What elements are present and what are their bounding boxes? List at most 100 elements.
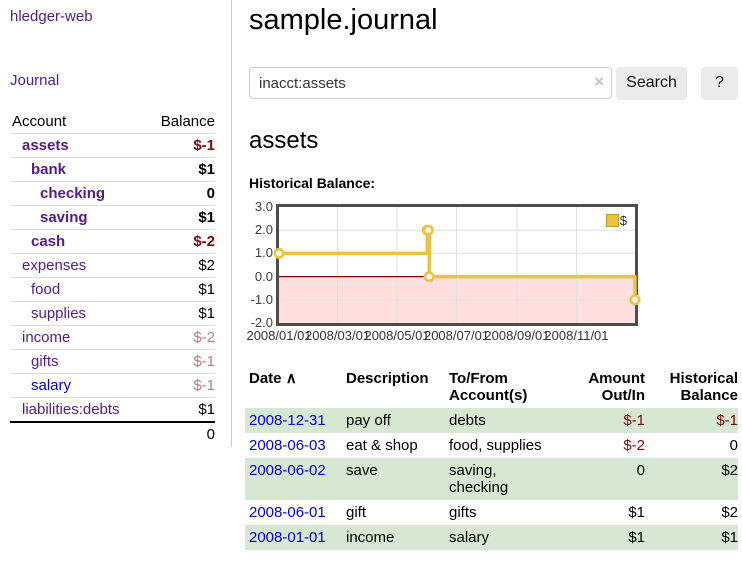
app-title-link[interactable]: hledger-web bbox=[10, 8, 93, 25]
sidebar-account-link-expenses[interactable]: expenses bbox=[22, 257, 87, 274]
main-content: sample.journal × Search ? assets Histori… bbox=[233, 0, 742, 550]
y-tick-label: 3.0 bbox=[254, 199, 273, 214]
help-button[interactable]: ? bbox=[701, 66, 738, 100]
account-heading: assets bbox=[249, 127, 319, 154]
register-amount: $-2 bbox=[623, 437, 645, 454]
sidebar-account-link-bank[interactable]: bank bbox=[31, 161, 67, 178]
register-description: pay off bbox=[346, 412, 391, 429]
search-input[interactable] bbox=[249, 67, 612, 99]
account-row: saving $1 bbox=[10, 205, 215, 230]
register-description: save bbox=[346, 462, 378, 479]
account-balance: $-2 bbox=[112, 325, 215, 350]
y-tick-label: 0.0 bbox=[254, 268, 273, 284]
register-balance: $2 bbox=[721, 504, 738, 521]
accounts-header-row: Account Balance bbox=[10, 110, 215, 134]
sidebar-account-link-assets[interactable]: assets bbox=[22, 137, 69, 154]
y-tick-label: -2.0 bbox=[250, 315, 273, 330]
sidebar-account-link-food[interactable]: food bbox=[31, 281, 61, 298]
register-date-link[interactable]: 2008-06-02 bbox=[249, 462, 326, 479]
account-row: cash $-2 bbox=[10, 229, 215, 254]
journal-title: sample.journal bbox=[249, 4, 438, 36]
register-date-cell: 2008-06-02 bbox=[245, 458, 346, 500]
register-accounts: gifts bbox=[449, 504, 477, 521]
sidebar-account-link-checking[interactable]: checking bbox=[40, 185, 106, 202]
chart-plot-area: $ bbox=[273, 204, 641, 326]
register-accounts: salary bbox=[449, 529, 490, 546]
accounts-header-account: Account bbox=[12, 113, 67, 130]
register-date-link[interactable]: 2008-06-03 bbox=[249, 437, 326, 454]
register-description: eat & shop bbox=[346, 437, 418, 454]
register-date-link[interactable]: 2008-06-01 bbox=[249, 504, 326, 521]
register-header-date-label: Date bbox=[249, 370, 282, 387]
account-row: liabilities:debts $1 bbox=[10, 397, 215, 422]
account-row: expenses $2 bbox=[10, 253, 215, 278]
register-row: 2008-06-02 save saving, checking 0 $2 bbox=[245, 458, 738, 500]
register-header-row: Date ∧ Description To/From Account(s) Am… bbox=[245, 366, 738, 408]
register-table: Date ∧ Description To/From Account(s) Am… bbox=[245, 366, 738, 550]
register-header-balance: Historical Balance bbox=[669, 370, 738, 404]
y-tick-label: -1.0 bbox=[250, 291, 273, 307]
sidebar-account-link-cash[interactable]: cash bbox=[31, 233, 66, 250]
account-balance: $-1 bbox=[112, 349, 215, 374]
chart-y-axis: 3.0 2.0 1.0 0.0 -1.0 -2.0 bbox=[249, 199, 273, 330]
search-button[interactable]: Search bbox=[616, 66, 687, 100]
account-balance: $-2 bbox=[112, 229, 215, 254]
accounts-total-row: 0 bbox=[10, 421, 215, 446]
account-balance: $-1 bbox=[112, 133, 215, 158]
sidebar-account-link-liabilities-debts[interactable]: liabilities:debts bbox=[22, 401, 120, 418]
search-form: × Search ? bbox=[249, 66, 742, 100]
accounts-total-value: 0 bbox=[10, 421, 215, 446]
register-description: gift bbox=[346, 504, 367, 521]
account-row: gifts $-1 bbox=[10, 349, 215, 374]
register-body: 2008-12-31 pay off debts $-1 $-1 2008-06-03 ea… bbox=[245, 408, 738, 550]
sidebar-account-link-salary[interactable]: salary bbox=[31, 377, 72, 394]
x-tick-label: 2008/09/01 bbox=[484, 328, 550, 343]
sidebar-account-link-gifts[interactable]: gifts bbox=[31, 353, 59, 370]
register-date-link[interactable]: 2008-12-31 bbox=[249, 412, 326, 429]
register-date-link[interactable]: 2008-01-01 bbox=[249, 529, 326, 546]
register-accounts: saving, checking bbox=[449, 462, 509, 496]
sidebar-account-link-saving[interactable]: saving bbox=[40, 209, 88, 226]
register-header-date[interactable]: Date ∧ bbox=[245, 366, 346, 408]
account-balance: $1 bbox=[112, 301, 215, 326]
account-row: bank $1 bbox=[10, 157, 215, 182]
sort-ascending-icon: ∧ bbox=[285, 370, 297, 387]
app-title: hledger-web bbox=[10, 8, 231, 25]
legend-swatch-icon bbox=[605, 214, 619, 227]
register-description: income bbox=[346, 529, 395, 546]
register-amount: 0 bbox=[636, 462, 645, 479]
register-row: 2008-06-01 gift gifts $1 $2 bbox=[245, 500, 738, 525]
y-tick-label: 1.0 bbox=[254, 245, 273, 261]
x-tick-label: 2008/07/01 bbox=[423, 328, 490, 343]
legend-label: $ bbox=[619, 213, 627, 228]
register-date-cell: 2008-01-01 bbox=[245, 525, 346, 550]
account-balance: 0 bbox=[112, 181, 215, 206]
account-balance: $-1 bbox=[112, 373, 215, 398]
register-date-cell: 2008-12-31 bbox=[245, 408, 346, 433]
account-balance: $1 bbox=[112, 277, 215, 302]
chart-title: Historical Balance: bbox=[249, 175, 376, 191]
sidebar-account-link-supplies[interactable]: supplies bbox=[31, 305, 87, 322]
register-date-cell: 2008-06-01 bbox=[245, 500, 346, 525]
register-amount: $1 bbox=[628, 504, 645, 521]
register-balance: 0 bbox=[729, 437, 738, 454]
x-tick-label: 2008/05/01 bbox=[364, 328, 430, 343]
account-row: checking 0 bbox=[10, 181, 215, 206]
register-header-description: Description bbox=[346, 370, 429, 387]
chart-canvas bbox=[273, 207, 641, 323]
nav-journal: Journal bbox=[10, 72, 231, 89]
journal-nav-link[interactable]: Journal bbox=[10, 72, 60, 89]
accounts-header-balance: Balance bbox=[160, 113, 215, 130]
account-balance: $2 bbox=[112, 253, 215, 278]
sidebar-account-link-income[interactable]: income bbox=[22, 329, 71, 346]
chart-x-axis: 2008/01/01 2008/03/01 2008/05/01 2008/07/01… bbox=[246, 328, 742, 344]
chart-legend: $ bbox=[605, 213, 627, 228]
register-header-accounts: To/From Account(s) bbox=[449, 370, 528, 404]
register-accounts: debts bbox=[449, 412, 486, 429]
clear-search-icon[interactable]: × bbox=[594, 72, 604, 91]
register-amount: $-1 bbox=[623, 412, 645, 429]
register-header-amount: Amount Out/In bbox=[588, 370, 645, 404]
account-balance: $1 bbox=[112, 157, 215, 182]
register-date-cell: 2008-06-03 bbox=[245, 433, 346, 458]
accounts-table: Account Balance assets $-1 bank $1 checking 0… bbox=[10, 110, 215, 446]
